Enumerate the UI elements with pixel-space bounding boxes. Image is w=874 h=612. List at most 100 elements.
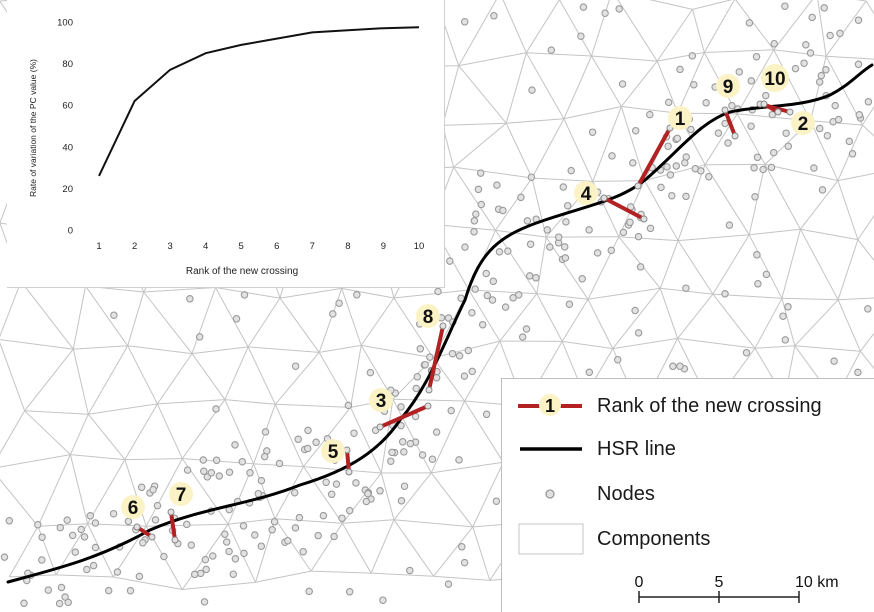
node-marker [80,533,89,541]
crossing-label-badge-2 [791,111,815,135]
node-marker [848,150,857,158]
node-marker [400,482,409,490]
node-marker [291,524,300,532]
node-marker [781,336,790,344]
node-marker [687,125,695,134]
crossing-segment-8 [427,324,445,392]
crossing-label-9: 9 [723,77,734,98]
node-marker [750,164,758,172]
node-marker [455,456,463,464]
node-marker [432,374,441,382]
node-marker [845,137,854,146]
crossing-label-3: 3 [376,391,387,412]
node-marker [779,312,787,320]
node-marker [593,249,602,257]
node-marker [471,285,479,293]
node-marker [579,3,588,11]
chart-xtick-label: 8 [345,241,350,252]
chart-ytick-label: 60 [62,101,73,112]
crossing-label-badge-5 [321,439,345,463]
node-marker [527,173,536,181]
node-marker [104,586,113,595]
node-marker [784,303,792,311]
node-marker [284,536,292,545]
node-marker [831,101,839,110]
node-marker [91,543,100,552]
crossing-label-badge-10 [761,64,789,92]
crossing-node [133,523,141,531]
node-marker [753,153,762,162]
crossing-segment-5 [345,448,351,474]
node-marker [834,115,843,124]
node-marker [183,520,191,529]
node-marker [304,426,312,435]
node-marker [478,320,487,329]
node-marker [501,303,510,311]
crossing-node [148,533,156,541]
node-marker [183,466,192,474]
crossing-label-2: 2 [798,114,809,135]
node-marker [820,4,828,12]
node-marker [735,68,744,76]
crossing-segment-3 [378,404,430,429]
node-marker [725,221,734,229]
node-marker [275,459,284,468]
crossing-label-badge-9 [716,74,740,98]
node-marker [89,561,98,570]
chart-xtick-label: 9 [381,241,386,252]
node-marker [752,52,761,61]
node-marker [468,308,476,317]
node-marker [187,541,196,549]
node-marker [55,599,64,608]
node-marker [646,110,654,119]
node-marker [565,300,574,308]
node-marker [461,243,469,251]
node-marker [585,368,594,377]
node-marker [815,124,824,133]
node-marker [126,586,135,595]
node-marker [201,555,210,564]
legend-hsr-text: HSR line [597,438,676,460]
crossing-node [760,100,768,108]
node-marker [291,362,300,370]
node-marker [261,428,270,436]
node-marker [239,522,248,530]
node-marker [489,277,498,286]
chart-ytick-label: 100 [57,18,73,29]
node-marker [634,329,643,337]
node-marker [754,280,762,288]
chart-xtick-label: 5 [239,241,244,252]
hsr-line [6,63,874,584]
node-marker [528,86,536,94]
node-marker [495,248,504,256]
node-marker [428,455,437,463]
node-marker [225,547,233,556]
node-marker [110,311,118,319]
crossing-node [666,124,674,132]
legend-components-text: Components [597,528,711,550]
node-marker [672,162,681,170]
node-marker [474,185,483,194]
scalebar-label-10: 10 km [795,574,839,591]
node-marker [460,372,469,380]
node-marker [254,489,263,498]
node-marker [588,128,597,136]
node-marker [728,101,736,110]
node-marker [460,558,469,567]
node-marker [702,99,710,107]
node-marker [195,333,204,341]
node-marker [547,46,556,54]
node-marker [362,497,371,506]
node-marker [56,523,65,532]
chart-xlabel: Rank of the new crossing [186,266,298,277]
node-marker [231,555,240,563]
node-marker [818,186,827,194]
crossing-node [640,215,648,223]
node-marker [676,362,684,370]
crossing-segment-7 [169,510,177,542]
node-marker [682,153,690,161]
node-marker [806,49,815,57]
node-marker [664,98,673,107]
